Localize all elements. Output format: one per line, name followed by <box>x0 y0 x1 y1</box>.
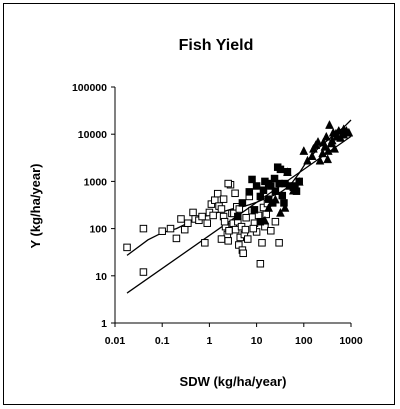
y-tick-label: 100000 <box>72 82 107 94</box>
x-tick-label: 0.1 <box>155 335 170 347</box>
filled-triangle-point <box>260 215 270 225</box>
x-tick-label: 10 <box>251 335 263 347</box>
open-square-point <box>242 213 250 222</box>
open-square-point <box>139 268 148 276</box>
open-square-point <box>139 224 148 233</box>
filled-triangle-point <box>318 148 327 158</box>
filled-triangle-point <box>307 151 317 160</box>
filled-triangle-point <box>299 146 309 155</box>
filled-square-point <box>278 191 287 200</box>
filled-triangle-point <box>321 131 331 141</box>
open-square-point <box>267 227 275 235</box>
data-points <box>123 120 354 276</box>
filled-square-point <box>256 192 265 201</box>
open-square-point <box>219 195 228 203</box>
filled-square-point <box>238 199 247 207</box>
open-square-point <box>241 225 250 234</box>
filled-triangle-point <box>330 143 340 153</box>
open-square-point <box>158 227 166 235</box>
x-axis-label: SDW (kg/ha/year) <box>180 374 287 389</box>
filled-triangle-point <box>323 146 333 155</box>
chart-title: Fish Yield <box>179 37 254 54</box>
filled-square-point <box>264 179 273 188</box>
open-square-point <box>123 243 131 252</box>
filled-triangle-point <box>315 155 325 165</box>
filled-triangle-point <box>294 176 304 186</box>
filled-triangle-point <box>313 136 323 146</box>
x-tick-label: 100 <box>295 335 313 347</box>
filled-triangle-point <box>325 120 334 129</box>
open-square-point <box>275 239 283 247</box>
filled-triangle-point <box>318 137 328 147</box>
open-square-point <box>217 235 226 243</box>
filled-triangle-point <box>280 202 290 212</box>
filled-square-point <box>259 186 268 194</box>
open-square-point <box>225 227 233 235</box>
y-axis-label: Y (kg/ha/year) <box>28 163 43 248</box>
axes: 0.01 0.1 1 10 100 1000 1 10 100 1000 10000 100000 <box>72 82 363 347</box>
filled-square-point <box>276 165 285 174</box>
filled-square-point <box>245 188 254 196</box>
filled-square-point <box>250 206 259 214</box>
open-square-point <box>177 215 185 223</box>
y-tick-label: 10000 <box>78 129 107 141</box>
y-tick-label: 100 <box>89 224 107 236</box>
filled-triangle-point <box>339 124 349 134</box>
open-square-point <box>201 239 209 247</box>
filled-triangle-point <box>288 185 298 195</box>
chart-frame <box>3 3 395 405</box>
open-square-point <box>217 205 226 213</box>
open-square-point <box>249 224 258 233</box>
x-tick-label: 1000 <box>339 335 363 347</box>
filled-square-point <box>271 187 280 195</box>
filled-triangle-point <box>303 155 312 165</box>
open-square-point <box>224 237 232 245</box>
filled-square-point <box>270 174 279 183</box>
open-square-point <box>209 211 217 220</box>
open-square-point <box>198 212 206 221</box>
filled-triangle-point <box>323 154 333 164</box>
y-tick-label: 10 <box>95 271 107 283</box>
filled-triangle-point <box>320 141 330 151</box>
open-square-point <box>256 260 265 268</box>
open-square-point <box>239 249 247 258</box>
open-square-point <box>220 217 229 226</box>
x-tick-label: 1 <box>206 335 212 347</box>
open-square-point <box>271 217 280 226</box>
y-tick-label: 1 <box>101 318 107 330</box>
open-square-point <box>235 205 244 213</box>
open-square-point <box>213 189 222 198</box>
filled-square-point <box>248 175 256 184</box>
filled-triangle-point <box>276 207 285 217</box>
open-square-point <box>180 225 189 234</box>
open-square-point <box>166 224 175 233</box>
y-tick-label: 1000 <box>84 176 108 188</box>
open-square-point <box>262 210 270 219</box>
open-square-point <box>224 179 232 188</box>
open-square-point <box>184 219 192 227</box>
open-square-point <box>231 189 239 198</box>
filled-triangle-point <box>283 167 292 177</box>
open-square-point <box>258 239 266 247</box>
open-square-point <box>189 208 197 217</box>
filled-square-point <box>252 182 261 190</box>
open-square-point <box>244 235 252 243</box>
x-tick-label: 0.01 <box>105 335 126 347</box>
open-square-point <box>172 234 181 243</box>
filled-square-point <box>234 212 242 221</box>
filled-triangle-point <box>264 202 274 212</box>
filled-triangle-point <box>331 128 341 138</box>
filled-triangle-point <box>309 143 318 153</box>
open-square-point <box>203 219 211 227</box>
filled-triangle-point <box>270 194 280 204</box>
